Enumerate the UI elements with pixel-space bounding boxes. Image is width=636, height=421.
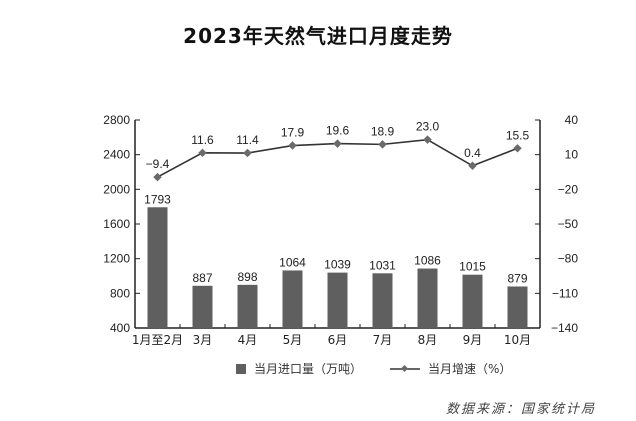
right-tick-label: 10 xyxy=(565,148,579,162)
category-label: 7月 xyxy=(373,333,393,347)
bar-value-label: 1793 xyxy=(144,192,171,206)
bar xyxy=(327,272,348,328)
category-label: 6月 xyxy=(328,333,348,347)
category-label: 3月 xyxy=(193,333,213,347)
left-tick-label: 2000 xyxy=(103,182,130,196)
bar-value-label: 887 xyxy=(192,271,212,285)
bar xyxy=(192,285,213,328)
category-label: 8月 xyxy=(418,333,438,347)
line-marker xyxy=(468,161,477,171)
line-value-label: 11.4 xyxy=(236,133,259,147)
bar-value-label: 1064 xyxy=(279,255,306,269)
category-label: 10月 xyxy=(504,333,531,347)
legend-item-line: 当月增速（%） xyxy=(390,360,511,377)
bar-value-label: 1015 xyxy=(459,260,486,274)
bar-value-label: 1086 xyxy=(414,254,441,268)
line-value-label: 17.9 xyxy=(281,126,305,140)
category-label: 4月 xyxy=(238,333,258,347)
left-tick-label: 2400 xyxy=(103,148,130,162)
line-marker xyxy=(243,148,252,158)
line-value-label: 19.6 xyxy=(326,124,350,138)
bar xyxy=(507,286,528,328)
line-value-label: 0.4 xyxy=(464,146,481,160)
line-marker xyxy=(423,135,432,144)
right-tick-label: −140 xyxy=(551,321,578,335)
line-value-label: −9.4 xyxy=(146,157,170,171)
left-tick-label: 800 xyxy=(110,286,130,300)
bar xyxy=(147,207,168,328)
bar-value-label: 879 xyxy=(507,271,527,285)
category-label: 9月 xyxy=(463,333,483,347)
line-marker xyxy=(288,141,297,150)
line-marker xyxy=(378,140,387,149)
legend-line-label: 当月增速（%） xyxy=(428,362,512,376)
right-tick-label: 40 xyxy=(565,113,579,127)
right-tick-label: −50 xyxy=(558,217,579,231)
bar xyxy=(237,284,258,328)
bar-swatch-icon xyxy=(236,363,246,374)
line-value-label: 23.0 xyxy=(416,120,440,134)
bar-value-label: 1039 xyxy=(324,258,351,272)
right-tick-label: −80 xyxy=(558,252,579,266)
right-tick-label: −20 xyxy=(558,182,579,196)
line-marker-icon xyxy=(390,364,420,372)
category-label: 1月至2月 xyxy=(132,333,183,347)
left-tick-label: 1200 xyxy=(103,252,130,266)
line-marker xyxy=(513,144,522,153)
bar-value-label: 1031 xyxy=(369,258,396,272)
left-tick-label: 2800 xyxy=(103,113,130,127)
chart-title: 2023年天然气进口月度走势 xyxy=(183,24,453,48)
line-marker xyxy=(198,148,207,158)
left-tick-label: 1600 xyxy=(103,217,130,231)
line-marker xyxy=(333,139,342,148)
bar xyxy=(417,268,438,328)
line-marker xyxy=(153,172,162,182)
category-label: 5月 xyxy=(283,333,303,347)
left-tick-label: 400 xyxy=(110,321,130,335)
bar-value-label: 898 xyxy=(237,270,257,284)
legend-bar-label: 当月进口量（万吨） xyxy=(254,362,363,376)
bar xyxy=(462,274,483,328)
legend-item-bar: 当月进口量（万吨） xyxy=(236,360,362,377)
line-value-label: 18.9 xyxy=(371,124,395,138)
bar xyxy=(282,270,303,328)
line-value-label: 11.6 xyxy=(191,133,214,147)
line-value-label: 15.5 xyxy=(506,128,530,142)
right-tick-label: −110 xyxy=(552,286,578,300)
bar xyxy=(372,273,393,328)
data-source: 数据来源：国家统计局 xyxy=(445,402,596,417)
